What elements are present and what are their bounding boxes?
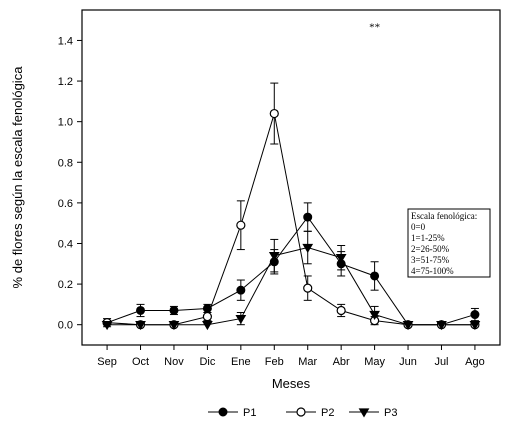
x-tick-label: Nov: [164, 356, 184, 368]
x-tick-label: Feb: [265, 356, 284, 368]
x-axis-title: Meses: [272, 376, 311, 391]
data-point-p2: [336, 305, 346, 316]
axes-layer: 0.0 0.2 0.4 0.6 0.8 1.0 1.2 1.4 Sep Oct Nov Dic Ene F…: [58, 9, 501, 368]
x-tick-label: Dic: [199, 356, 215, 368]
annotations-layer: **: [369, 21, 380, 33]
data-point-p2: [202, 311, 212, 322]
scale-box-line: 0=0: [411, 222, 426, 232]
data-point-p3: [202, 321, 213, 331]
significance-annotation: **: [369, 21, 380, 33]
data-point-p3: [268, 252, 280, 262]
legend-marker-p3: [358, 408, 370, 418]
scale-box-line: 2=26-50%: [411, 244, 450, 254]
plot-frame: [81, 9, 501, 346]
series-lines-layer: [106, 113, 476, 326]
data-point-p3: [302, 243, 314, 254]
x-tick-label: May: [364, 356, 385, 368]
y-tick-label: 0.4: [58, 238, 73, 250]
legend-label-p1: P1: [243, 407, 256, 419]
axis-titles-layer: Meses % de flores según la escala fenoló…: [10, 66, 311, 391]
x-tick-label: Mar: [298, 356, 317, 368]
data-point-p3: [469, 321, 481, 331]
data-point-p1: [303, 212, 313, 222]
scale-box-title: Escala fenológica:: [411, 211, 477, 221]
data-point-p3: [436, 321, 447, 331]
x-tick-label: Sep: [97, 356, 117, 368]
legend-marker-p2: [296, 407, 306, 417]
x-tick-label: Jun: [399, 356, 417, 368]
series-line-p3: [107, 247, 475, 326]
data-point-p1: [202, 303, 212, 313]
y-tick-label: 0.2: [58, 279, 73, 291]
data-point-p2: [236, 220, 246, 230]
legend-label-p2: P2: [321, 407, 334, 419]
data-point-p3: [369, 310, 380, 321]
data-point-p2: [269, 108, 279, 119]
legend-marker-p1: [218, 407, 228, 417]
legend: P1 P2 P3: [208, 407, 397, 419]
y-axis-title: % de flores según la escala fenológica: [10, 66, 25, 289]
y-tick-label: 1.0: [58, 117, 73, 129]
data-point-p3: [168, 321, 180, 331]
y-tick-label: 0.0: [58, 320, 73, 332]
data-point-p3: [135, 321, 146, 331]
x-tick-label: Abr: [333, 356, 350, 368]
data-point-p3: [235, 314, 247, 325]
y-tick-label: 1.4: [58, 35, 73, 47]
data-point-p2: [303, 283, 313, 293]
x-tick-label: Oct: [132, 356, 149, 368]
data-point-p3: [101, 321, 113, 331]
scale-box-line: 1=1-25%: [411, 233, 445, 243]
data-point-p3: [402, 321, 414, 331]
x-tick-label: Ene: [231, 356, 251, 368]
data-point-p1: [470, 310, 480, 320]
error-bars-layer: [103, 82, 479, 328]
y-tick-label: 0.6: [58, 198, 73, 210]
phenology-scale-box: Escala fenológica: 0=0 1=1-25% 2=26-50% …: [407, 208, 491, 278]
data-point-p1: [136, 305, 146, 315]
legend-label-p3: P3: [384, 407, 397, 419]
scale-box-line: 4=75-100%: [411, 266, 454, 276]
data-point-p1: [169, 305, 179, 315]
scale-box-frame: [407, 208, 491, 278]
data-point-p1: [370, 271, 380, 281]
data-point-p3: [335, 254, 347, 264]
markers-layer: [101, 108, 481, 331]
y-tick-label: 1.2: [58, 76, 73, 88]
y-tick-label: 0.8: [58, 157, 73, 169]
data-point-p1: [236, 285, 246, 295]
x-tick-label: Ago: [465, 356, 485, 368]
x-tick-label: Jul: [434, 356, 448, 368]
scale-box-line: 3=51-75%: [411, 255, 450, 265]
